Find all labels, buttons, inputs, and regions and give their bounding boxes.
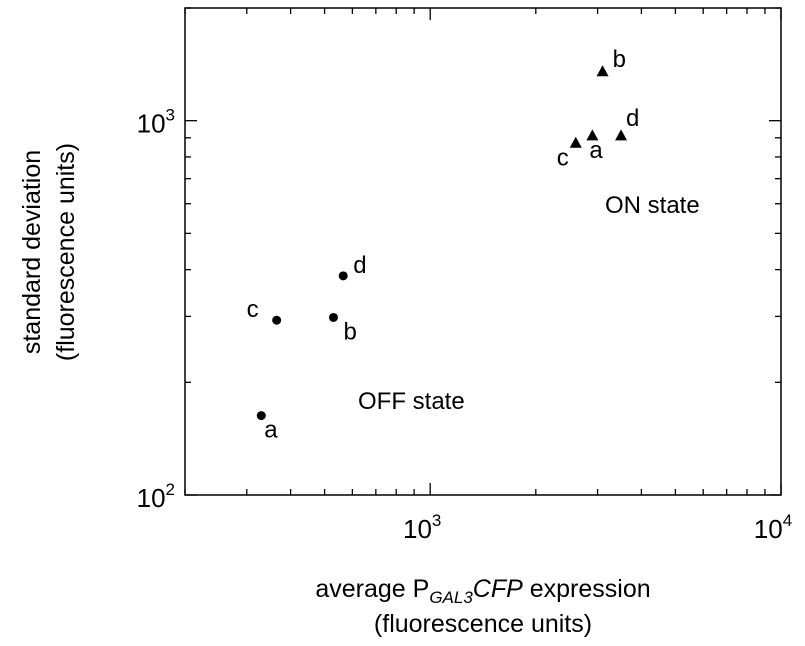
y-axis-label-line1: standard deviation bbox=[18, 150, 46, 354]
point-label-circle-a: a bbox=[264, 417, 278, 444]
point-label-triangle-d: d bbox=[626, 105, 639, 132]
annotation-on-state: ON state bbox=[605, 192, 700, 219]
point-label-triangle-a: a bbox=[589, 137, 603, 164]
circle-marker-c bbox=[272, 315, 282, 325]
x-axis-label-italic: CFP bbox=[473, 575, 523, 603]
x-tick-label: 103 bbox=[403, 511, 441, 544]
plot-frame bbox=[184, 7, 782, 496]
x-axis-label-post: expression bbox=[523, 575, 651, 603]
x-tick-label: 104 bbox=[754, 511, 792, 544]
axis-ticks bbox=[184, 7, 782, 496]
data-markers bbox=[256, 65, 628, 421]
point-label-triangle-b: b bbox=[613, 46, 626, 73]
triangle-marker-d bbox=[615, 129, 628, 141]
point-label-circle-d: d bbox=[353, 252, 366, 279]
triangle-marker-a bbox=[586, 129, 599, 141]
y-axis-label-line2: (fluorescence units) bbox=[52, 143, 80, 361]
tick-labels: 103 104 102 103 bbox=[137, 106, 793, 544]
triangle-marker-c bbox=[569, 136, 582, 148]
point-label-circle-c: c bbox=[247, 296, 259, 323]
y-tick-label: 102 bbox=[137, 480, 175, 513]
x-axis-label-line2: (fluorescence units) bbox=[374, 610, 592, 638]
x-axis-label-line1: average PGAL3CFP expression bbox=[315, 575, 650, 607]
annotation-off-state: OFF state bbox=[358, 388, 465, 415]
circle-marker-a bbox=[256, 411, 266, 421]
point-label-triangle-c: c bbox=[557, 144, 569, 171]
x-axis-label-pre: average P bbox=[315, 575, 429, 603]
triangle-marker-b bbox=[596, 65, 609, 77]
y-tick-label: 103 bbox=[137, 106, 175, 139]
x-axis-label-subscript: GAL3 bbox=[429, 588, 473, 607]
circle-marker-d bbox=[338, 271, 348, 281]
circle-marker-b bbox=[328, 312, 338, 322]
point-label-circle-b: b bbox=[343, 318, 356, 345]
